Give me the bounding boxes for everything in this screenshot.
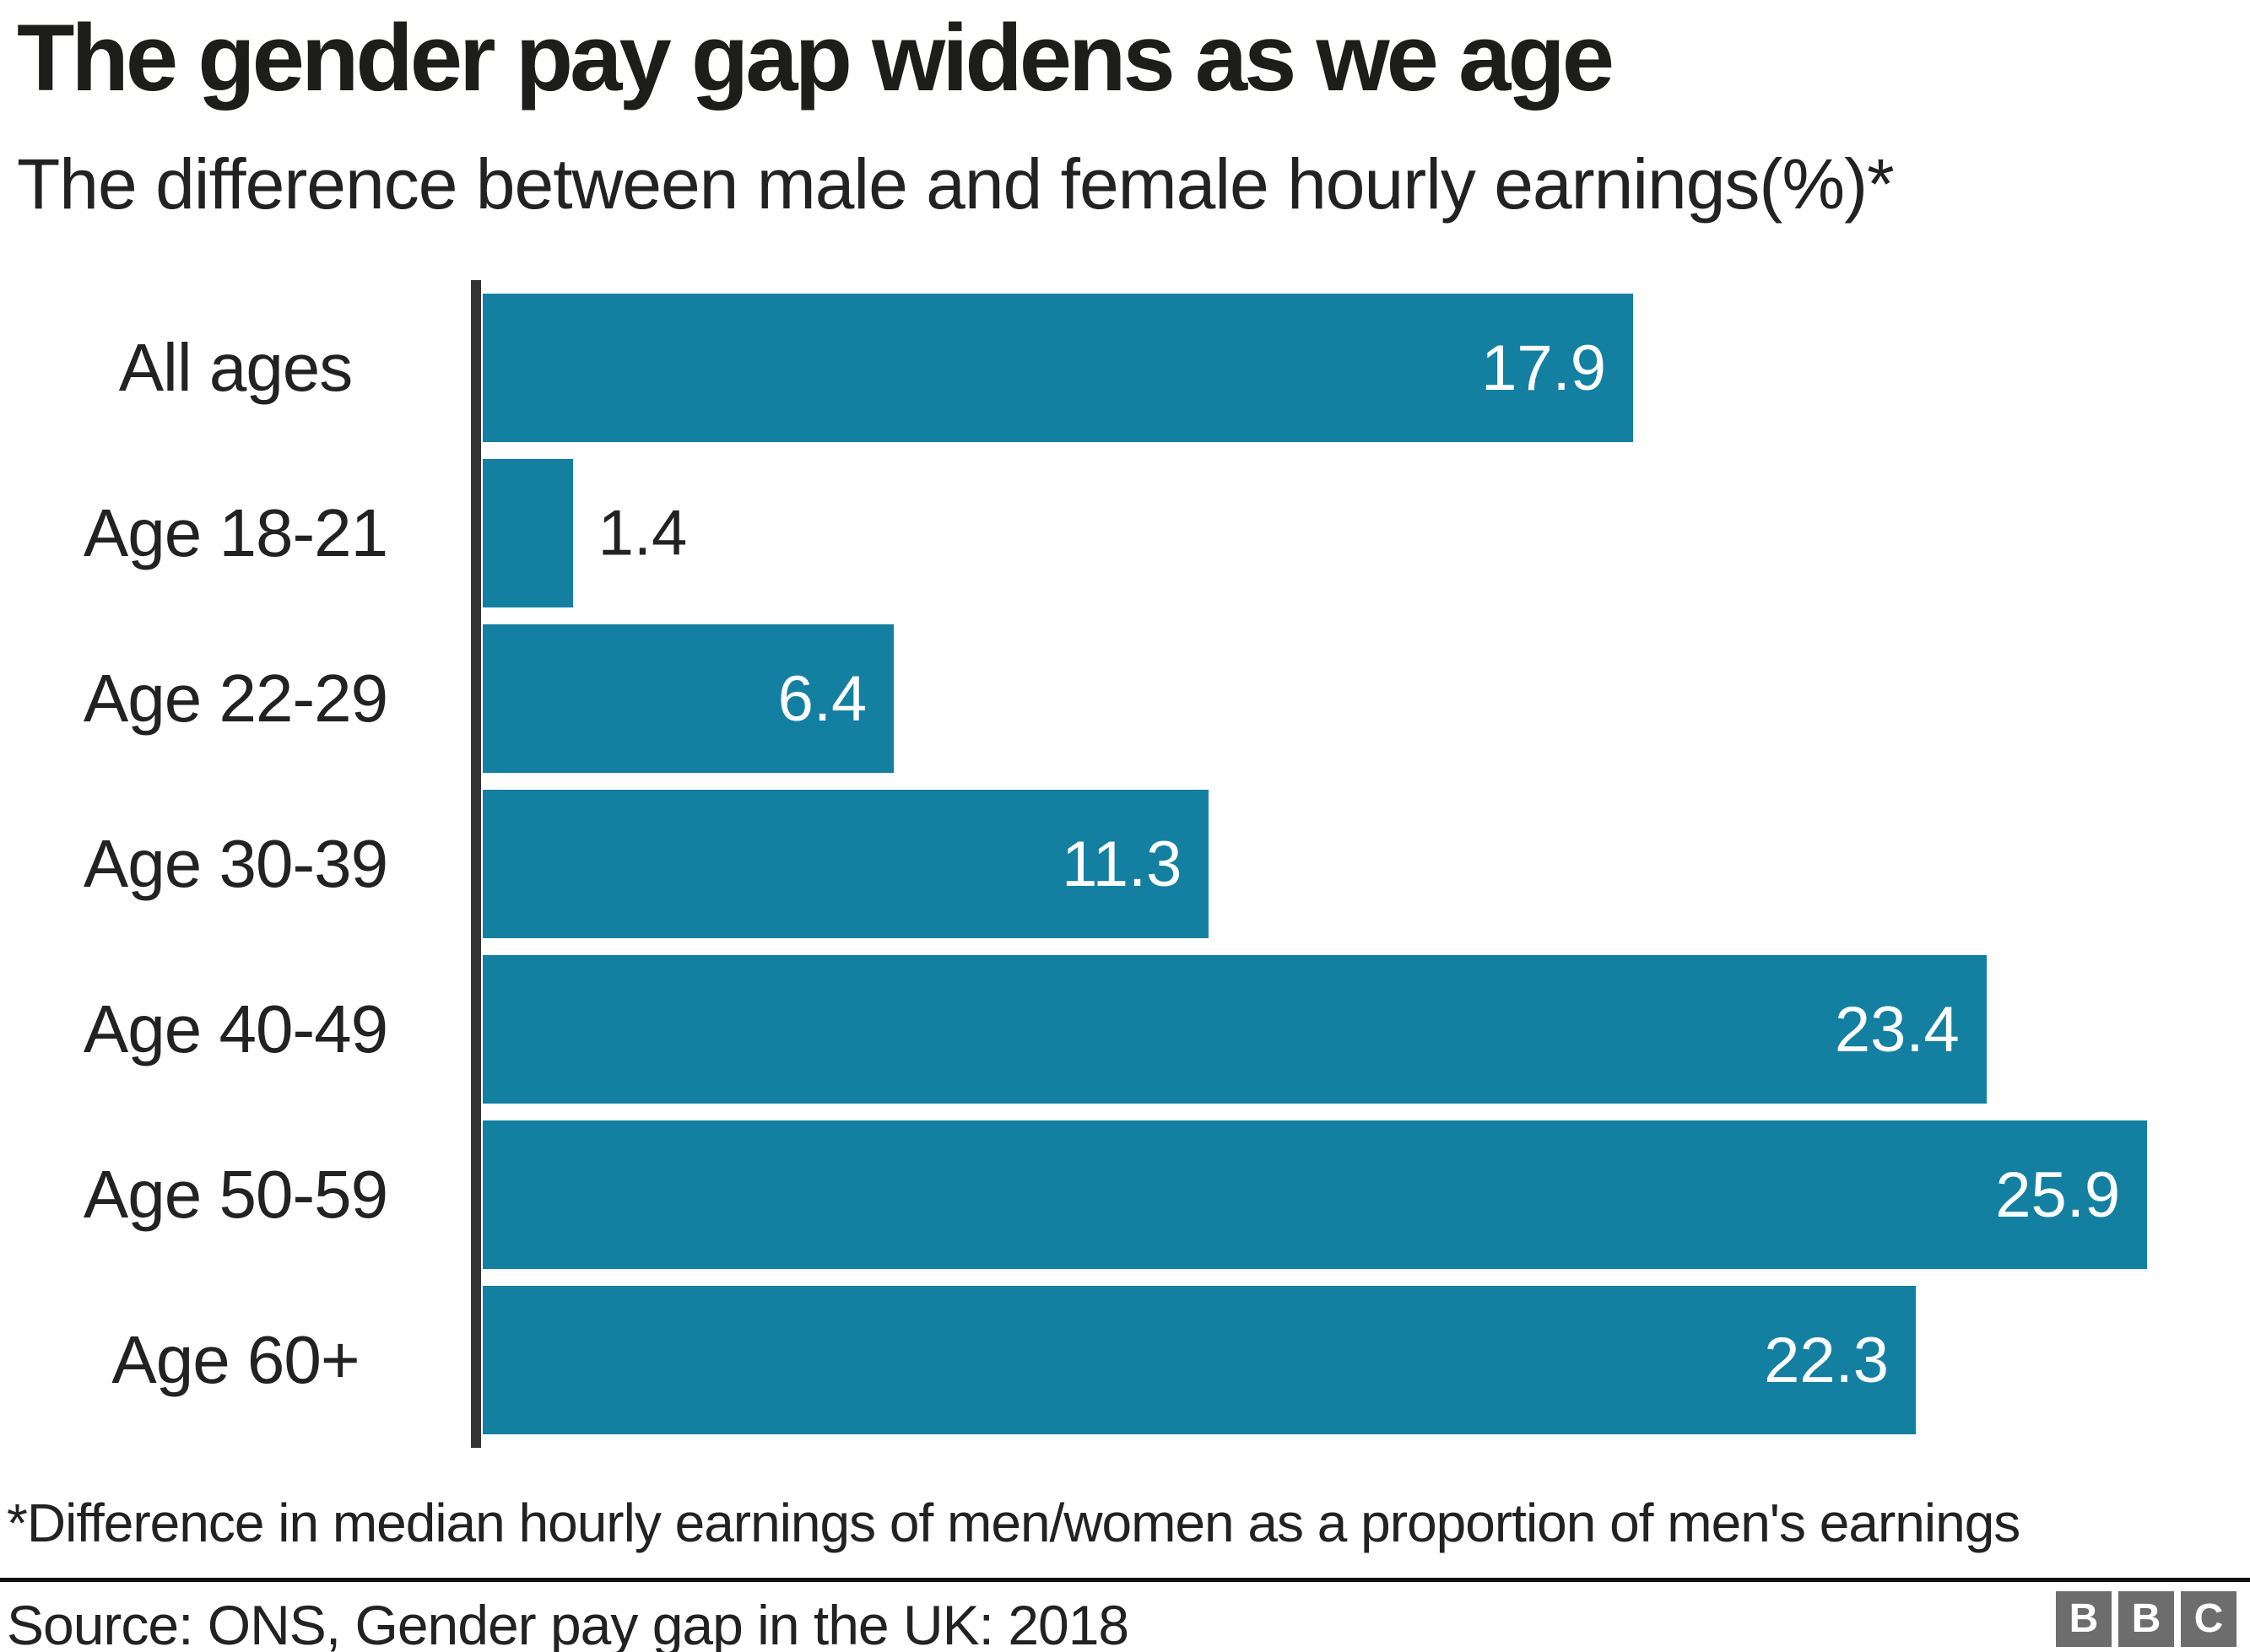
bar-track: 23.4 <box>483 955 2250 1104</box>
bbc-logo-letter: B <box>2118 1591 2174 1647</box>
value-label: 6.4 <box>777 662 868 735</box>
bbc-logo-letter: B <box>2056 1591 2112 1647</box>
value-label: 1.4 <box>598 497 688 570</box>
footnote-text: *Difference in median hourly earnings of… <box>7 1493 2020 1553</box>
value-label: 22.3 <box>1764 1324 1890 1396</box>
category-label: All ages <box>118 330 354 405</box>
bar-track: 22.3 <box>483 1286 2250 1434</box>
bar: 11.3 <box>483 790 1209 938</box>
bar-track: 17.9 <box>483 294 2250 442</box>
chart-subtitle: The difference between male and female h… <box>17 144 1895 224</box>
bars-container: All ages 17.9 Age 18-21 1.4 Age 22-29 6.4 Age … <box>0 285 2250 1443</box>
bar: 6.4 <box>483 624 895 773</box>
chart-row: Age 60+ 22.3 <box>0 1277 2250 1443</box>
category-label: Age 60+ <box>111 1322 360 1397</box>
value-label: 11.3 <box>1062 828 1182 900</box>
bar-chart-area: All ages 17.9 Age 18-21 1.4 Age 22-29 6.4 Age … <box>0 280 2250 1448</box>
chart-row: Age 18-21 1.4 <box>0 451 2250 616</box>
bar: 22.3 <box>483 1286 1917 1434</box>
bar-track: 25.9 <box>483 1120 2250 1269</box>
bar-track: 11.3 <box>483 790 2250 938</box>
y-axis-line <box>471 280 481 1448</box>
chart-row: Age 22-29 6.4 <box>0 616 2250 781</box>
category-label: Age 18-21 <box>83 495 388 570</box>
bar-track: 6.4 <box>483 624 2250 773</box>
bar: 17.9 <box>483 294 1633 442</box>
chart-row: All ages 17.9 <box>0 285 2250 451</box>
value-label: 17.9 <box>1481 332 1606 404</box>
value-label: 23.4 <box>1834 993 1960 1066</box>
chart-row: Age 30-39 11.3 <box>0 781 2250 947</box>
chart-row: Age 50-59 25.9 <box>0 1112 2250 1277</box>
value-label: 25.9 <box>1995 1158 2121 1231</box>
bar-track: 1.4 <box>483 459 2250 607</box>
category-label: Age 22-29 <box>83 661 388 736</box>
source-text: Source: ONS, Gender pay gap in the UK: 2… <box>7 1594 1129 1652</box>
bar: 23.4 <box>483 955 1987 1104</box>
bar: 1.4 <box>483 459 687 607</box>
category-label: Age 40-49 <box>83 991 388 1066</box>
chart-row: Age 40-49 23.4 <box>0 947 2250 1112</box>
category-label: Age 30-39 <box>83 826 388 901</box>
category-label: Age 50-59 <box>83 1157 388 1232</box>
bbc-logo-letter: C <box>2181 1591 2236 1647</box>
bar: 25.9 <box>483 1120 2148 1269</box>
chart-title: The gender pay gap widens as we age <box>17 5 1614 111</box>
divider-line <box>0 1578 2250 1582</box>
